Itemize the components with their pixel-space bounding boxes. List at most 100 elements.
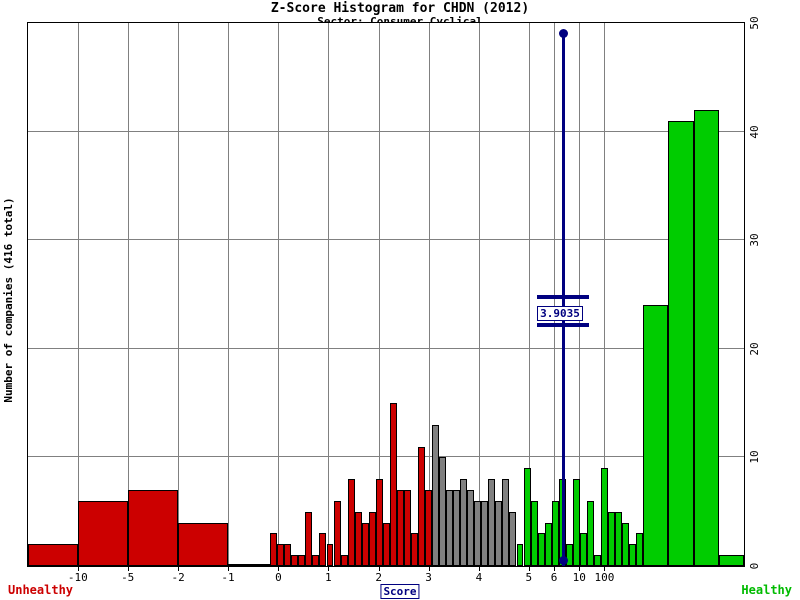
histogram-bar [256, 564, 264, 566]
histogram-bar [340, 555, 348, 566]
histogram-bar [347, 479, 355, 566]
histogram-bar [586, 500, 594, 566]
histogram-bar [178, 522, 228, 566]
histogram-bar [368, 511, 376, 566]
histogram-bar [615, 511, 622, 566]
histogram-bar [361, 522, 369, 566]
x-axis-tick-label: 0 [275, 571, 282, 584]
x-axis-tick-mark [178, 567, 180, 571]
plot-inner: 3.9035 [28, 23, 744, 566]
histogram-bar [326, 544, 334, 566]
gridline-vertical [227, 23, 229, 566]
histogram-bar [516, 544, 524, 566]
histogram-bar [643, 305, 669, 566]
histogram-bar [28, 544, 78, 566]
x-axis-tick-label: 100 [594, 571, 615, 584]
gridline-vertical [378, 23, 380, 566]
histogram-bar [579, 533, 587, 566]
histogram-bar [572, 479, 580, 566]
gridline-vertical [178, 23, 180, 566]
x-axis-tick-label: 2 [375, 571, 382, 584]
gridline-vertical [127, 23, 129, 566]
y-axis-tick-label: 30 [748, 233, 761, 247]
x-axis-tick-label: 5 [525, 571, 533, 584]
gridline-vertical [328, 23, 330, 566]
x-axis-label-unhealthy: Unhealthy [8, 583, 74, 597]
histogram-bar [593, 555, 601, 566]
histogram-bar [565, 544, 573, 566]
histogram-bar [305, 511, 313, 566]
histogram-bar [453, 489, 461, 566]
gridline-vertical [478, 23, 480, 566]
histogram-bar [693, 109, 719, 566]
histogram-bar [446, 489, 454, 566]
x-axis-tick-mark [328, 567, 330, 571]
histogram-bar [263, 564, 271, 566]
histogram-bar [389, 403, 397, 566]
marker-dot-top [558, 29, 568, 39]
histogram-bar [333, 500, 341, 566]
y-axis-tick-label: 20 [748, 342, 761, 356]
histogram-bar [432, 424, 440, 566]
x-axis-tick-mark [554, 567, 556, 571]
histogram-bar [537, 533, 545, 566]
marker-line [562, 33, 566, 566]
histogram-bar [425, 489, 432, 566]
x-axis-tick-label: 3 [425, 571, 432, 584]
x-axis-tick-mark [77, 567, 79, 571]
y-axis-tick-label: 10 [748, 450, 761, 465]
x-axis-tick-label: 1 [324, 571, 332, 584]
x-axis-tick-label: -1 [221, 571, 235, 584]
gridline-horizontal [28, 239, 744, 241]
histogram-bar [608, 511, 615, 566]
histogram-bar [375, 479, 383, 566]
chart-title: Z-Score Histogram for CHDN (2012) [270, 1, 530, 16]
histogram-bar [495, 500, 503, 566]
histogram-bar [439, 457, 447, 566]
histogram-bar [502, 479, 510, 566]
x-axis-tick-label: -5 [121, 571, 135, 584]
x-axis-tick-mark [127, 567, 129, 571]
x-axis-tick-label: -10 [67, 571, 88, 584]
histogram-bar [410, 533, 418, 566]
gridline-horizontal [28, 347, 744, 349]
gridline-vertical [278, 23, 280, 566]
gridline-vertical [428, 23, 430, 566]
x-axis-tick-mark [478, 567, 480, 571]
x-axis-tick-mark [528, 567, 530, 571]
marker-bracket-bottom [537, 323, 590, 328]
histogram-bar [509, 511, 517, 566]
histogram-bar [249, 564, 257, 566]
marker-bracket-top [537, 294, 590, 299]
histogram-bar [530, 500, 538, 566]
y-axis-label: Number of companies (416 total) [2, 197, 15, 403]
gridline-horizontal [28, 456, 744, 458]
gridline-vertical [528, 23, 530, 566]
histogram-bar [417, 446, 425, 566]
histogram-bar [460, 479, 468, 566]
histogram-bar [298, 555, 306, 566]
marker-dot-bottom [558, 555, 568, 565]
y-axis-tick-label: 0 [748, 562, 761, 570]
histogram-bar [718, 555, 744, 566]
histogram-bar [622, 522, 630, 566]
x-axis-tick-mark [227, 567, 229, 571]
histogram-bar [629, 544, 637, 566]
histogram-bar [77, 500, 128, 566]
x-axis-tick-mark [378, 567, 380, 571]
histogram-bar [544, 522, 552, 566]
x-axis-tick-label: -2 [171, 571, 185, 584]
histogram-bar [396, 489, 404, 566]
gridline-vertical [604, 23, 606, 566]
plot-area: 3.9035 [27, 22, 745, 567]
histogram-bar [467, 489, 475, 566]
x-axis-label-score: Score [380, 584, 420, 599]
gridline-vertical [554, 23, 556, 566]
histogram-bar [354, 511, 362, 566]
marker-value-label: 3.9035 [537, 305, 583, 321]
x-axis-tick-label: 6 [550, 571, 558, 584]
histogram-bar [474, 500, 482, 566]
histogram-bar [600, 468, 608, 566]
histogram-bar [319, 533, 327, 566]
